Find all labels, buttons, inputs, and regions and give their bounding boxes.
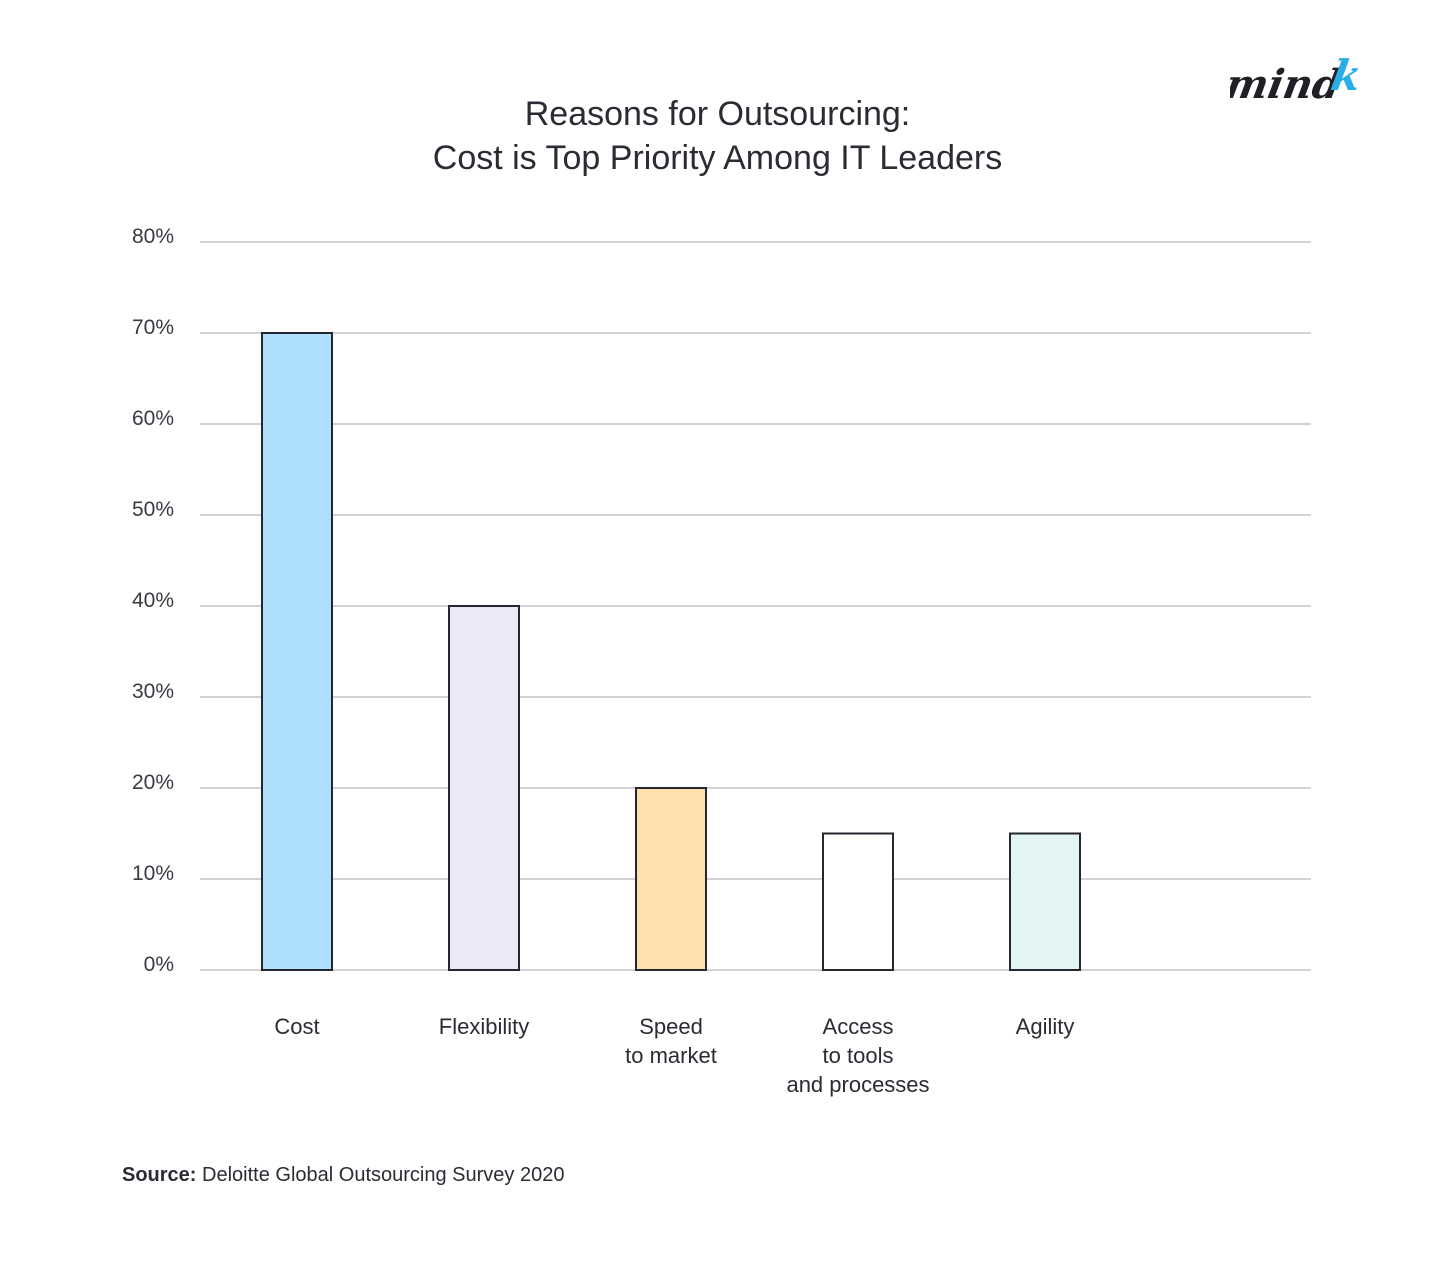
- x-tick-label: Agility: [1016, 1014, 1075, 1039]
- x-tick-label: Speed to market: [625, 1014, 717, 1068]
- bar: [261, 332, 333, 971]
- bar: [822, 832, 894, 971]
- y-tick-label: 80%: [132, 225, 174, 248]
- y-tick-label: 20%: [132, 771, 174, 794]
- y-tick-label: 70%: [132, 316, 174, 339]
- y-tick-label: 30%: [132, 680, 174, 703]
- x-tick-label: Access to tools and processes: [786, 1014, 929, 1097]
- source-text: Deloitte Global Outsourcing Survey 2020: [202, 1164, 565, 1186]
- source-note: Source: Deloitte Global Outsourcing Surv…: [122, 1164, 564, 1187]
- y-tick-label: 50%: [132, 498, 174, 521]
- chart-title-line-1: Reasons for Outsourcing:: [524, 95, 911, 133]
- y-tick-label: 60%: [132, 407, 174, 430]
- mindk-logo: mind k: [1230, 50, 1365, 108]
- logo-text: mind: [1230, 60, 1345, 108]
- bar: [448, 605, 520, 971]
- y-tick-label: 10%: [132, 862, 174, 885]
- y-tick-label: 0%: [144, 953, 174, 976]
- source-label: Source:: [122, 1164, 197, 1186]
- x-tick-label: Flexibility: [439, 1014, 529, 1039]
- x-tick-label: Cost: [274, 1014, 319, 1039]
- bar: [635, 787, 707, 971]
- chart-title-line-2: Cost is Top Priority Among IT Leaders: [432, 139, 1003, 177]
- y-tick-label: 40%: [132, 589, 174, 612]
- bar: [1009, 832, 1081, 971]
